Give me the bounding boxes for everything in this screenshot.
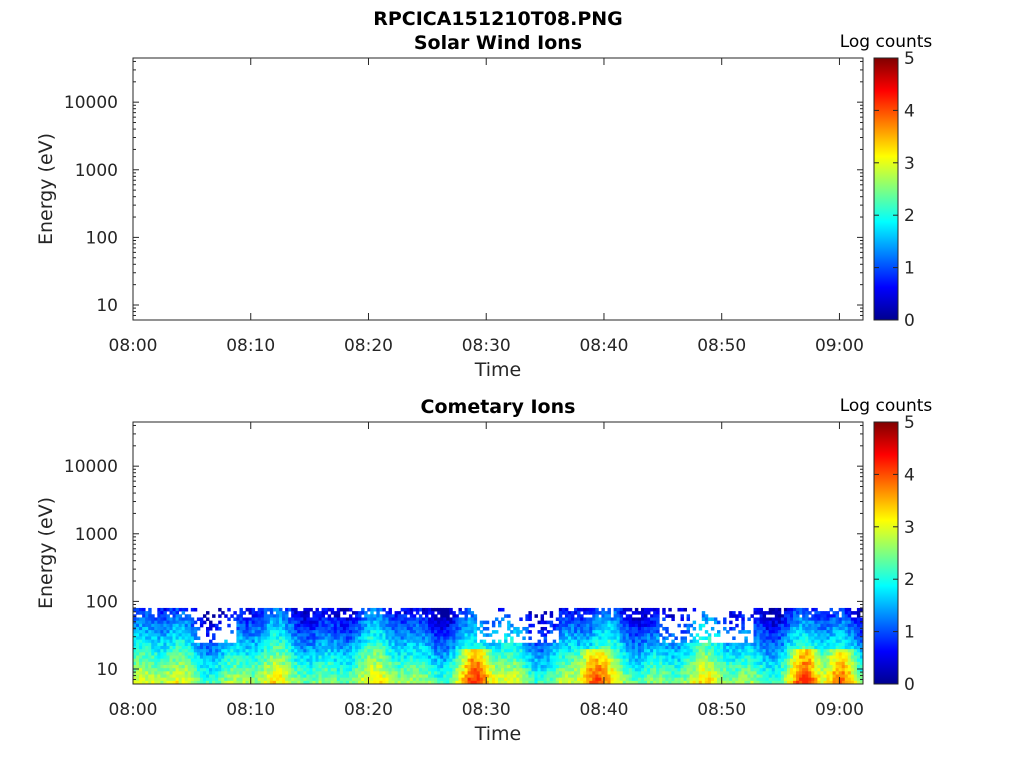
panel-cometary: Cometary Ions Log counts 10100100010000 … — [35, 396, 932, 745]
colorbar-label: Log counts — [840, 396, 933, 416]
x-tick-label: 08:30 — [462, 700, 511, 720]
y-tick-label: 10 — [96, 296, 118, 316]
x-axis-label: Time — [474, 359, 522, 381]
colorbar-tick-label: 1 — [904, 259, 915, 279]
y-axis: 10 100 1000 10000 — [64, 60, 863, 321]
x-tick-label: 08:20 — [344, 336, 393, 356]
x-tick-label: 08:20 — [344, 700, 393, 720]
colorbar — [873, 421, 899, 685]
colorbar-tick-label: 1 — [904, 623, 915, 643]
x-axis: 08:00 08:10 08:20 08:30 08:40 08:50 09:00 — [109, 422, 864, 720]
x-tick-label: 08:00 — [109, 700, 158, 720]
x-tick-label: 08:10 — [226, 700, 275, 720]
colorbar-tick-label: 3 — [904, 518, 915, 538]
y-tick-label: 10000 — [64, 457, 118, 477]
panel-title: Cometary Ions — [421, 396, 576, 418]
colorbar-tick-label: 4 — [904, 465, 915, 485]
x-tick-label: 08:40 — [579, 336, 628, 356]
y-tick-label: 100 — [86, 592, 118, 612]
y-axis-label: Energy (eV) — [35, 497, 57, 609]
y-tick-label: 10 — [96, 660, 118, 680]
y-axis-label: Energy (eV) — [35, 133, 57, 245]
x-tick-label: 08:40 — [579, 700, 628, 720]
x-tick-label: 08:30 — [462, 336, 511, 356]
y-tick-label: 1000 — [75, 161, 118, 181]
colorbar-tick-label: 3 — [904, 154, 915, 174]
y-tick-label: 10000 — [64, 93, 118, 113]
x-tick-label: 08:50 — [697, 336, 746, 356]
x-tick-label: 09:00 — [815, 700, 864, 720]
colorbar — [873, 57, 899, 321]
panel-solar-wind: Solar Wind Ions Log counts 1010010001000… — [35, 32, 932, 381]
colorbar-label: Log counts — [840, 32, 933, 52]
colorbar-ticks: 0 1 2 3 4 5 — [874, 413, 915, 695]
y-axis: 10 100 1000 10000 — [64, 424, 863, 685]
x-tick-label: 09:00 — [815, 336, 864, 356]
colorbar-ticks: 0 1 2 3 4 5 — [874, 49, 915, 331]
x-axis-label: Time — [474, 723, 522, 745]
colorbar-tick-label: 0 — [904, 311, 915, 331]
colorbar-tick-label: 5 — [904, 49, 915, 69]
colorbar-tick-label: 2 — [904, 570, 915, 590]
y-tick-label: 1000 — [75, 525, 118, 545]
y-tick-label: 100 — [86, 228, 118, 248]
x-tick-label: 08:00 — [109, 336, 158, 356]
colorbar-tick-label: 4 — [904, 101, 915, 121]
panel-title: Solar Wind Ions — [414, 32, 582, 54]
colorbar-tick-label: 5 — [904, 413, 915, 433]
colorbar-tick-label: 0 — [904, 675, 915, 695]
plot-frame — [132, 421, 864, 685]
x-axis: 08:00 08:10 08:20 08:30 08:40 08:50 09:00 — [109, 58, 864, 356]
colorbar-tick-label: 2 — [904, 206, 915, 226]
figure-title: RPCICA151210T08.PNG — [373, 8, 623, 30]
plot-area — [132, 57, 864, 321]
x-tick-label: 08:10 — [226, 336, 275, 356]
spectrogram — [133, 607, 864, 685]
x-tick-label: 08:50 — [697, 700, 746, 720]
